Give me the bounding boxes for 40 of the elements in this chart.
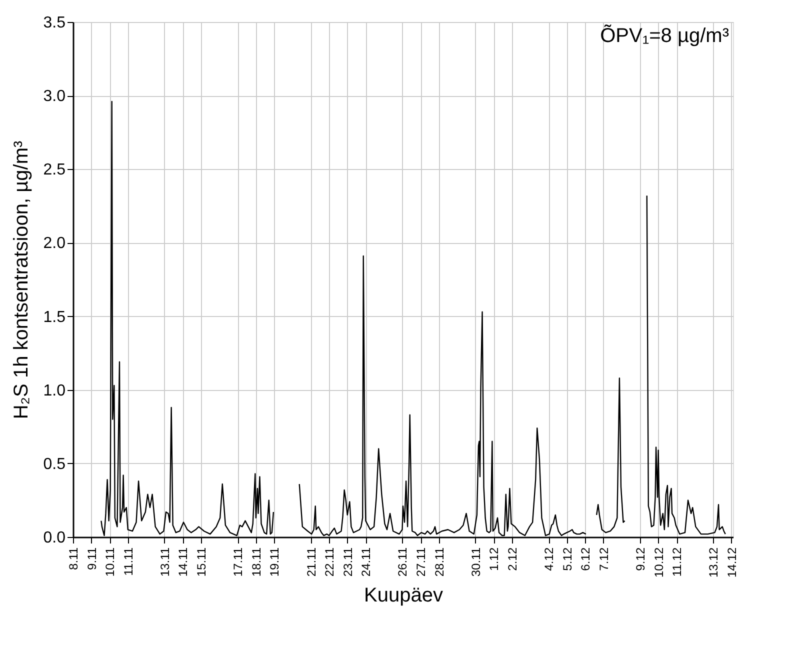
y-axis-title: H₂S 1h kontsentratsioon, µg/m³ xyxy=(10,140,32,420)
y-tick-label: 0.0 xyxy=(43,530,66,546)
y-tick-label: 2.0 xyxy=(43,235,66,252)
x-tick-label: 14.11 xyxy=(176,547,190,577)
x-tick-label: 9.12 xyxy=(634,547,648,571)
x-tick-label: 13.12 xyxy=(706,547,721,578)
x-tick-label: 26.11 xyxy=(396,547,410,577)
y-tick-label: 0.5 xyxy=(43,456,66,473)
x-tick-label: 21.11 xyxy=(304,547,318,577)
x-tick-label: 18.11 xyxy=(249,547,264,577)
y-tick-label: 3.5 xyxy=(43,14,66,32)
x-tick-label: 10.12 xyxy=(652,547,666,578)
x-tick-label: 13.11 xyxy=(158,547,172,577)
x-tick-label: 10.11 xyxy=(103,547,118,577)
x-tick-label: 23.11 xyxy=(340,547,355,577)
x-tick-label: 27.11 xyxy=(414,547,428,577)
x-axis-title: Kuupäev xyxy=(364,584,443,607)
x-tick-label: 14.12 xyxy=(724,547,739,578)
y-tick-label: 1.5 xyxy=(43,308,66,326)
y-tick-label: 1.0 xyxy=(43,382,66,400)
x-tick-label: 28.11 xyxy=(432,547,446,577)
x-tick-label: 11.11 xyxy=(121,547,136,576)
x-tick-label: 11.12 xyxy=(670,547,684,577)
x-tick-label: 7.12 xyxy=(596,547,611,571)
y-tick-label: 3.0 xyxy=(43,88,66,106)
x-tick-label: 5.12 xyxy=(560,547,574,571)
x-tick-label: 1.12 xyxy=(487,547,502,571)
x-tick-label: 2.12 xyxy=(505,547,520,571)
x-tick-label: 4.12 xyxy=(542,547,556,571)
x-tick-label: 6.12 xyxy=(578,547,593,571)
x-tick-label: 9.11 xyxy=(84,547,99,570)
annotation: ÕPV₁=8 µg/m³ xyxy=(600,24,730,47)
x-tick-label: 17.11 xyxy=(231,547,246,577)
y-tick-label: 2.5 xyxy=(43,162,66,179)
x-tick-label: 22.11 xyxy=(322,547,337,577)
x-tick-label: 8.11 xyxy=(66,547,80,570)
x-tick-label: 15.11 xyxy=(194,547,209,577)
x-tick-label: 30.11 xyxy=(468,547,483,577)
x-tick-label: 24.11 xyxy=(359,547,374,577)
x-tick-label: 19.11 xyxy=(268,547,282,577)
